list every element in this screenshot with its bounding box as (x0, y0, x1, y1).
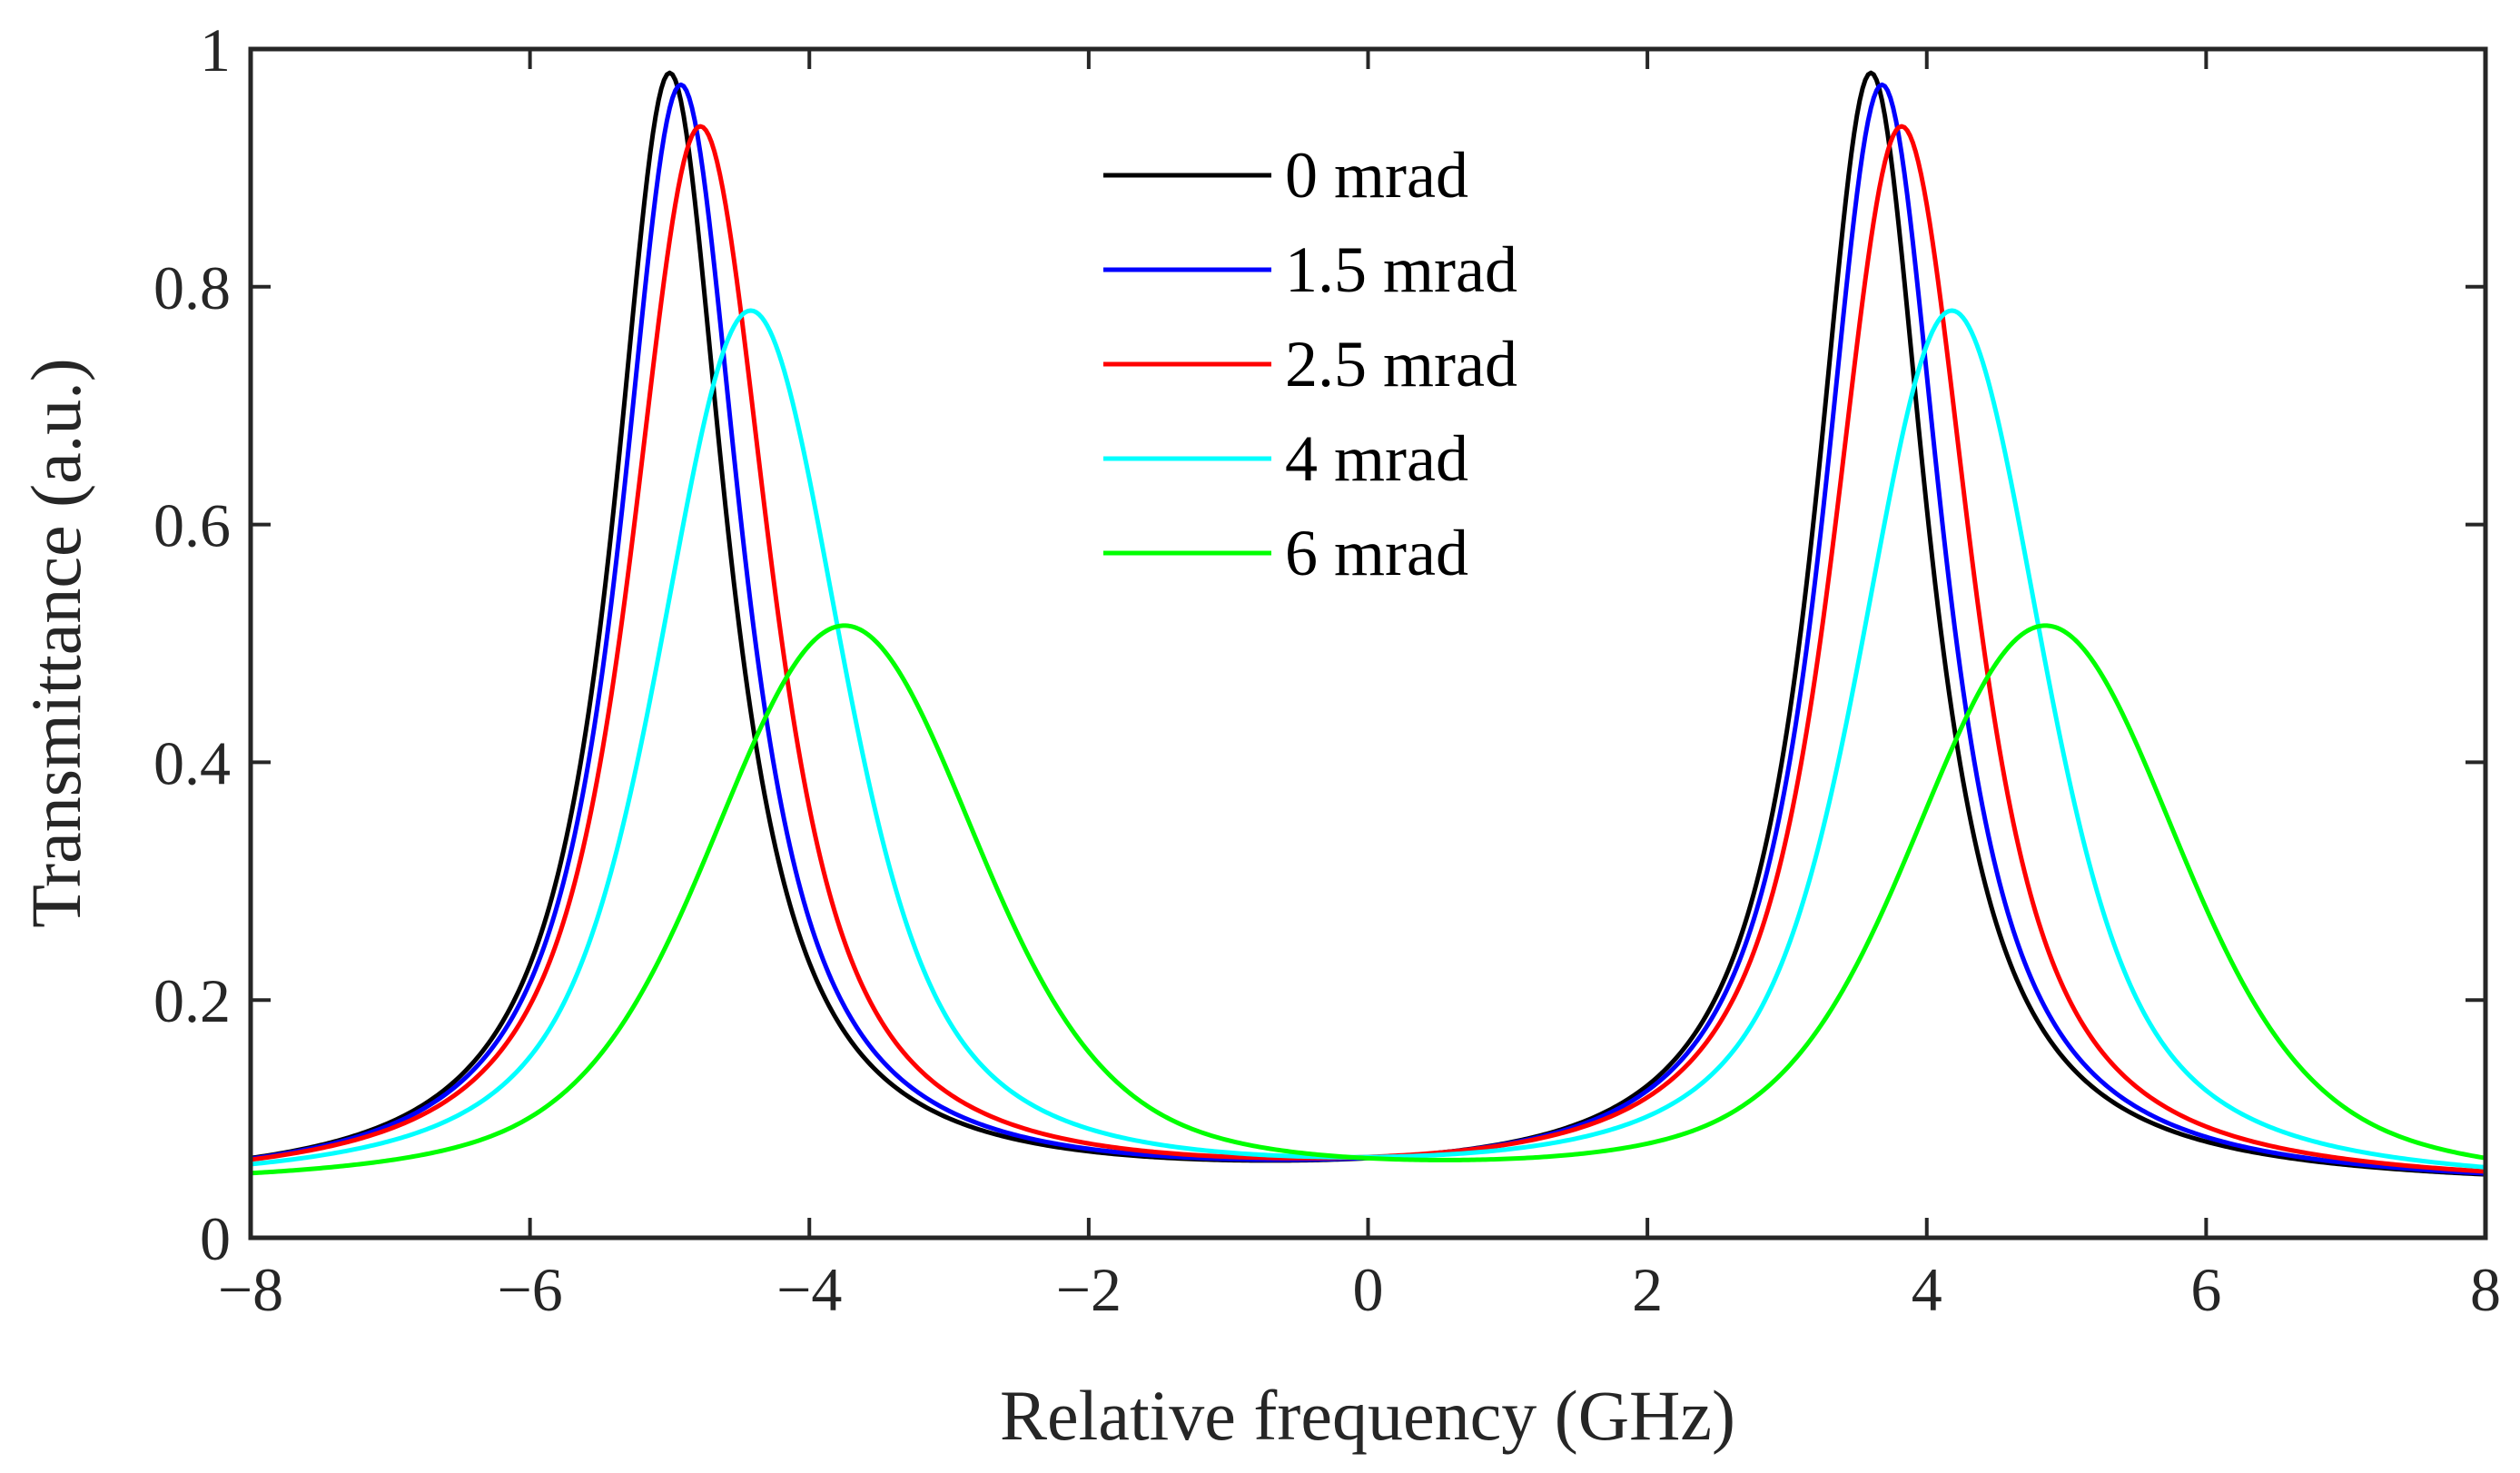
plot-area (251, 49, 2485, 1238)
x-tick-label: −8 (218, 1255, 283, 1324)
x-tick-label: −6 (497, 1255, 562, 1324)
x-tick-label: 8 (2470, 1255, 2501, 1324)
y-tick-label: 1 (200, 15, 231, 84)
x-axis-label: Relative frequency (GHz) (1000, 1376, 1735, 1455)
y-tick-label: 0.4 (153, 728, 231, 797)
x-tick-label: 2 (1632, 1255, 1663, 1324)
y-tick-label: 0 (200, 1204, 231, 1273)
legend-label-0: 0 mrad (1285, 139, 1468, 212)
x-tick-label: −2 (1056, 1255, 1122, 1324)
legend-label-3: 4 mrad (1285, 422, 1468, 495)
series-layer (250, 70, 2486, 1177)
legend-label-2: 2.5 mrad (1285, 328, 1517, 400)
series-line-4 (250, 623, 2486, 1176)
x-tick-label: −4 (776, 1255, 842, 1324)
x-tick-label: 6 (2190, 1255, 2221, 1324)
y-tick-label: 0.2 (153, 966, 231, 1035)
x-tick-label: 0 (1353, 1255, 1384, 1324)
y-tick-label: 0.6 (153, 491, 231, 560)
legend: 0 mrad 1.5 mrad 2.5 mrad 4 mrad 6 mrad (1103, 139, 1517, 589)
tick-layer: −8 −6 −4 −2 0 2 4 6 8 0 0.2 0.4 0.6 0.8 1 (153, 15, 2501, 1324)
axes-box (248, 46, 2488, 1241)
legend-label-1: 1.5 mrad (1285, 233, 1517, 306)
x-tick-label: 4 (1912, 1255, 1942, 1324)
legend-label-4: 6 mrad (1285, 517, 1468, 589)
y-axis-label: Transmittance (a.u.) (16, 358, 95, 927)
y-tick-label: 0.8 (153, 253, 231, 322)
